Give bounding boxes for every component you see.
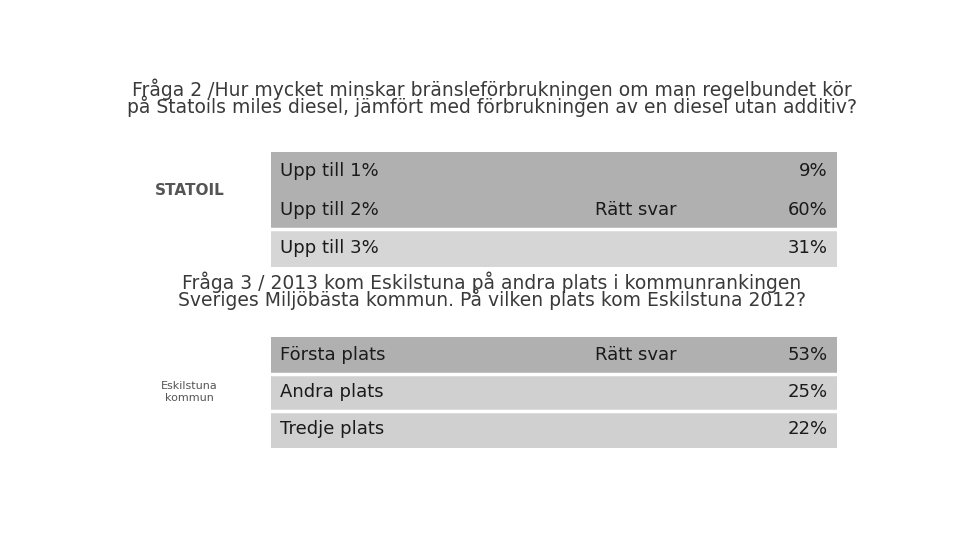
- Text: 9%: 9%: [799, 162, 828, 180]
- Text: STATOIL: STATOIL: [155, 183, 225, 198]
- Text: Upp till 2%: Upp till 2%: [280, 201, 379, 219]
- Bar: [271, 190, 837, 229]
- Text: Fråga 2 /Hur mycket minskar bränsleförbrukningen om man regelbundet kör: Fråga 2 /Hur mycket minskar bränsleförbr…: [132, 79, 852, 100]
- Bar: [271, 374, 837, 411]
- Text: Tredje plats: Tredje plats: [280, 420, 385, 438]
- Text: 31%: 31%: [787, 239, 828, 257]
- Text: 25%: 25%: [787, 383, 828, 401]
- Text: Sveriges Miljöbästa kommun. På vilken plats kom Eskilstuna 2012?: Sveriges Miljöbästa kommun. På vilken pl…: [178, 288, 806, 310]
- Text: Fråga 3 / 2013 kom Eskilstuna på andra plats i kommunrankingen: Fråga 3 / 2013 kom Eskilstuna på andra p…: [182, 271, 802, 293]
- Text: på Statoils miles diesel, jämfört med förbrukningen av en diesel utan additiv?: på Statoils miles diesel, jämfört med fö…: [127, 96, 857, 117]
- Text: Upp till 3%: Upp till 3%: [280, 239, 379, 257]
- Text: 22%: 22%: [787, 420, 828, 438]
- Bar: [271, 229, 837, 267]
- Text: Andra plats: Andra plats: [280, 383, 384, 401]
- Text: Första plats: Första plats: [280, 346, 386, 364]
- Bar: [271, 337, 837, 374]
- Bar: [271, 411, 837, 447]
- Bar: [271, 152, 837, 190]
- Text: Upp till 1%: Upp till 1%: [280, 162, 379, 180]
- Text: Rätt svar: Rätt svar: [594, 346, 676, 364]
- Text: Eskilstuna
kommun: Eskilstuna kommun: [161, 381, 218, 403]
- Text: 60%: 60%: [788, 201, 828, 219]
- Text: Rätt svar: Rätt svar: [594, 201, 676, 219]
- Text: 53%: 53%: [787, 346, 828, 364]
